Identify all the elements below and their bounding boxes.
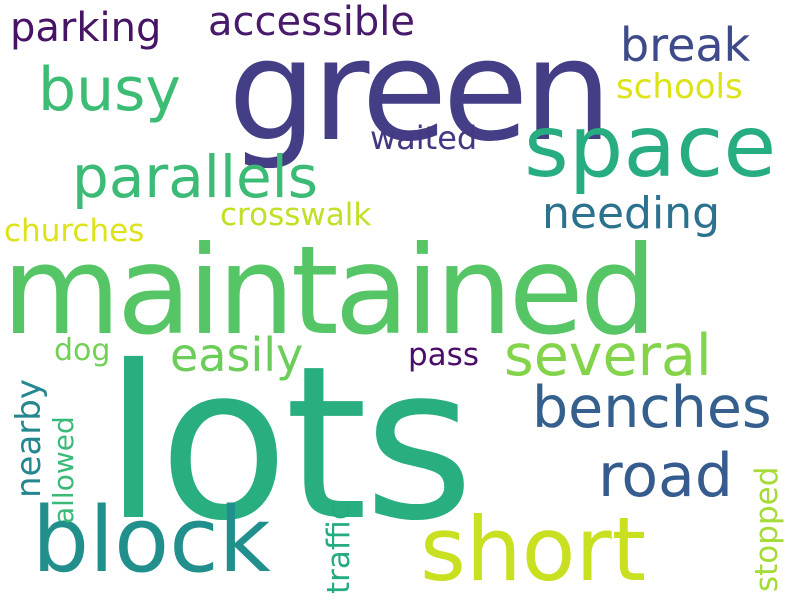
word-road: road — [598, 441, 733, 511]
word-lots: lots — [104, 320, 474, 567]
word-pass: pass — [408, 337, 479, 373]
word-traffic: traffic — [321, 503, 357, 594]
word-waited: waited — [370, 119, 478, 157]
word-benches: benches — [532, 375, 772, 441]
word-accessible: accessible — [208, 0, 416, 45]
word-block: block — [32, 488, 271, 593]
word-busy: busy — [38, 55, 181, 125]
word-parking: parking — [10, 5, 162, 51]
word-crosswalk: crosswalk — [220, 197, 372, 233]
word-dog: dog — [54, 333, 111, 368]
word-green: green — [228, 10, 612, 173]
word-space: space — [524, 97, 777, 197]
word-maintained: maintained — [2, 220, 657, 362]
word-short: short — [420, 498, 647, 600]
word-stopped: stopped — [749, 466, 785, 592]
word-needing: needing — [542, 188, 720, 239]
word-schools: schools — [616, 67, 743, 107]
word-churches: churches — [4, 213, 145, 249]
word-allowed: allowed — [47, 416, 80, 524]
word-several: several — [504, 323, 712, 389]
word-parallels: parallels — [72, 143, 318, 211]
word-easily: easily — [170, 328, 304, 382]
word-break: break — [620, 18, 751, 72]
word-nearby: nearby — [9, 379, 49, 498]
